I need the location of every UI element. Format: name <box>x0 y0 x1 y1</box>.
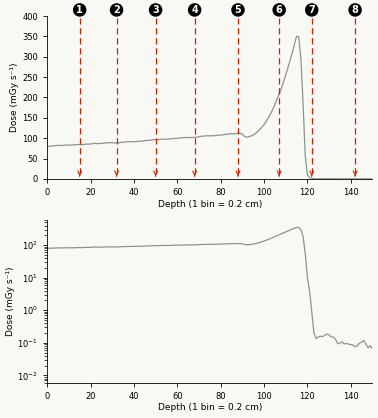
Text: 2: 2 <box>113 5 120 15</box>
X-axis label: Depth (1 bin = 0.2 cm): Depth (1 bin = 0.2 cm) <box>158 403 262 413</box>
Y-axis label: Dose (mGy s⁻¹): Dose (mGy s⁻¹) <box>6 266 15 336</box>
Text: 3: 3 <box>152 5 159 15</box>
X-axis label: Depth (1 bin = 0.2 cm): Depth (1 bin = 0.2 cm) <box>158 200 262 209</box>
Text: 8: 8 <box>352 5 359 15</box>
Y-axis label: Dose (mGy s⁻¹): Dose (mGy s⁻¹) <box>11 63 20 132</box>
Text: 6: 6 <box>276 5 283 15</box>
Text: 7: 7 <box>308 5 315 15</box>
Text: 1: 1 <box>76 5 83 15</box>
Text: 4: 4 <box>191 5 198 15</box>
Text: 5: 5 <box>235 5 242 15</box>
